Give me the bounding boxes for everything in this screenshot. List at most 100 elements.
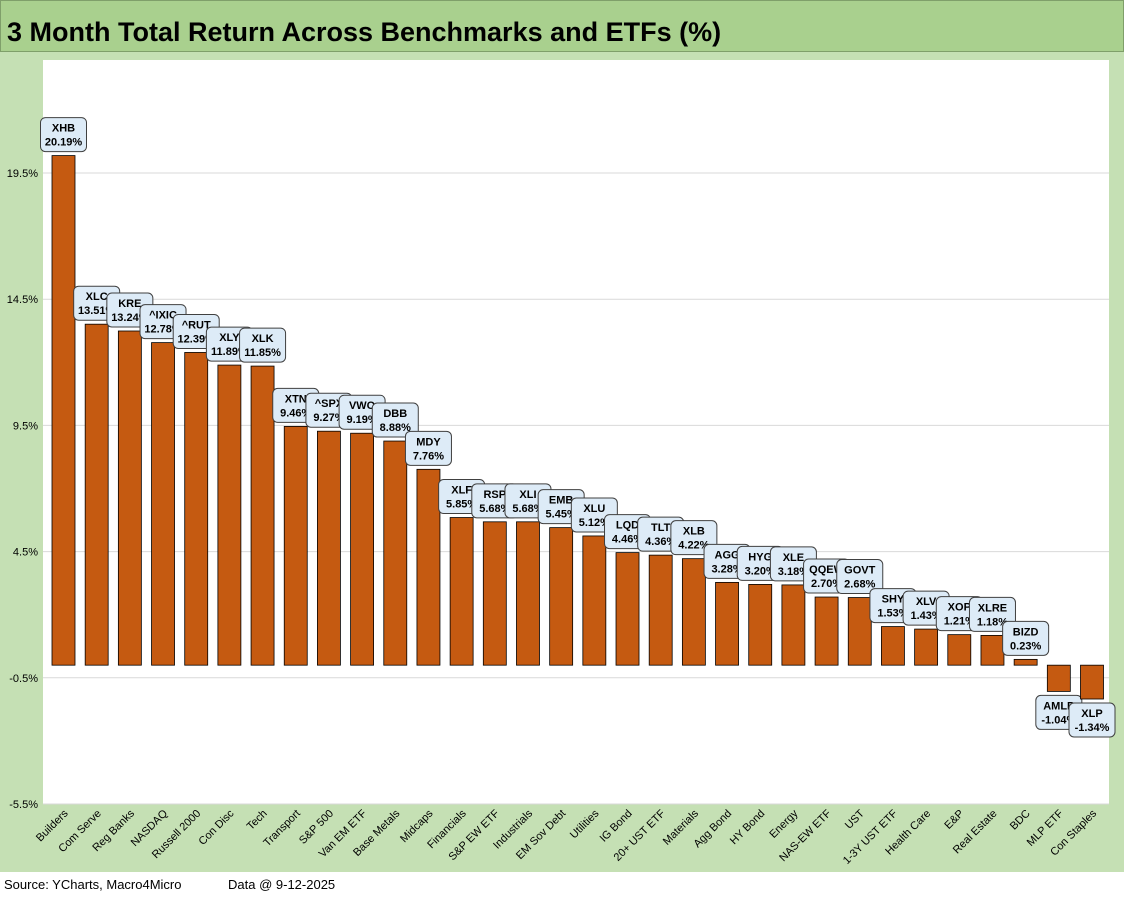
data-label: 5.85% bbox=[446, 499, 477, 511]
source-note: Source: YCharts, Macro4Micro bbox=[4, 877, 182, 892]
x-tick-label: Con Disc bbox=[196, 807, 236, 847]
data-label: 4.36% bbox=[645, 536, 676, 548]
data-label: 3.18% bbox=[778, 566, 809, 578]
ticker-label: XLY bbox=[219, 332, 240, 344]
ticker-label: ^IXIC bbox=[149, 310, 177, 322]
bar bbox=[1046, 664, 1071, 692]
data-label: 4.46% bbox=[612, 534, 643, 546]
x-tick-label: UST bbox=[843, 807, 867, 831]
data-label: 5.12% bbox=[579, 517, 610, 529]
bar bbox=[914, 628, 939, 666]
bar bbox=[383, 440, 408, 666]
bar bbox=[847, 597, 872, 666]
bar bbox=[317, 430, 341, 666]
ticker-label: XLB bbox=[683, 526, 705, 538]
data-label: 9.27% bbox=[313, 412, 344, 424]
bar bbox=[416, 468, 441, 666]
data-label: 2.70% bbox=[811, 578, 842, 590]
y-tick-label: -5.5% bbox=[9, 799, 38, 811]
data-label: 5.68% bbox=[479, 503, 510, 515]
data-label-box bbox=[836, 559, 884, 595]
bar bbox=[715, 581, 739, 666]
ticker-label: BIZD bbox=[1013, 626, 1039, 638]
ticker-label: XLP bbox=[1081, 708, 1102, 720]
y-tick-label: 19.5% bbox=[7, 168, 38, 180]
ticker-label: AGG bbox=[715, 549, 740, 561]
data-label: 9.19% bbox=[346, 414, 377, 426]
x-tick-label: E&P bbox=[942, 808, 966, 832]
ticker-label: XLF bbox=[451, 485, 472, 497]
ticker-label: XLE bbox=[783, 552, 804, 564]
title-bar: 3 Month Total Return Across Benchmarks a… bbox=[0, 0, 1124, 52]
data-date-note: Data @ 9-12-2025 bbox=[228, 877, 336, 892]
ticker-label: XLRE bbox=[978, 602, 1007, 614]
bar bbox=[615, 552, 640, 666]
bar bbox=[549, 527, 574, 666]
ticker-label: TLT bbox=[651, 522, 671, 534]
ticker-label: GOVT bbox=[844, 565, 875, 577]
data-label: 20.19% bbox=[45, 137, 83, 149]
ticker-label: ^RUT bbox=[182, 319, 211, 331]
data-label: 1.43% bbox=[911, 610, 942, 622]
ticker-label: DBB bbox=[383, 408, 407, 420]
data-label-box bbox=[40, 117, 87, 153]
ticker-label: XLI bbox=[519, 489, 536, 501]
data-label: 3.20% bbox=[745, 565, 776, 577]
bar bbox=[84, 323, 109, 666]
ticker-label: XHB bbox=[52, 123, 75, 135]
ticker-label: EMB bbox=[549, 495, 574, 507]
ticker-label: MDY bbox=[416, 436, 441, 448]
data-label: 12.78% bbox=[144, 324, 182, 336]
data-label: -1.04% bbox=[1041, 714, 1076, 726]
x-tick-label: HY Bond bbox=[728, 808, 767, 847]
ticker-label: XOP bbox=[948, 602, 971, 614]
bar bbox=[482, 521, 507, 666]
bar bbox=[582, 535, 607, 666]
data-label-box bbox=[1002, 620, 1050, 656]
data-label-box bbox=[1068, 702, 1116, 738]
data-label: 12.39% bbox=[178, 333, 216, 345]
data-label-box bbox=[371, 402, 419, 438]
ticker-label: VWO bbox=[349, 400, 376, 412]
ticker-label: SHY bbox=[882, 594, 905, 606]
data-label: 5.45% bbox=[546, 509, 577, 521]
bar bbox=[51, 155, 76, 666]
bar bbox=[881, 626, 905, 666]
ticker-label: KRE bbox=[118, 298, 141, 310]
y-tick-label: 9.5% bbox=[13, 420, 38, 432]
chart-title: 3 Month Total Return Across Benchmarks a… bbox=[7, 17, 722, 47]
y-tick-label: 14.5% bbox=[7, 294, 38, 306]
bar bbox=[151, 342, 175, 666]
ticker-label: XLU bbox=[583, 503, 605, 515]
bar bbox=[748, 584, 773, 666]
ticker-label: ^SPX bbox=[315, 398, 344, 410]
data-label: 0.23% bbox=[1010, 640, 1041, 652]
data-label: 13.51% bbox=[78, 305, 116, 317]
ticker-label: LQD bbox=[616, 520, 639, 532]
bar bbox=[947, 634, 972, 666]
bar bbox=[814, 596, 839, 666]
data-label: 1.18% bbox=[977, 616, 1008, 628]
ticker-label: XLV bbox=[916, 596, 937, 608]
data-label: 9.46% bbox=[280, 407, 311, 419]
bar bbox=[117, 330, 142, 666]
x-tick-label: Tech bbox=[245, 808, 270, 833]
ticker-label: AMLP bbox=[1043, 700, 1074, 712]
bar bbox=[648, 554, 673, 666]
data-label: 5.68% bbox=[512, 503, 543, 515]
data-label: 13.24% bbox=[111, 312, 149, 324]
y-tick-label: -0.5% bbox=[9, 673, 38, 685]
bar bbox=[217, 364, 242, 666]
data-label-box bbox=[239, 327, 287, 363]
ticker-label: QQEW bbox=[809, 564, 844, 576]
bar bbox=[980, 634, 1005, 666]
bar bbox=[1080, 664, 1104, 700]
y-tick-label: 4.5% bbox=[13, 547, 38, 559]
data-label: 1.53% bbox=[877, 608, 908, 620]
x-tick-label: BDC bbox=[1008, 808, 1033, 833]
data-label: 11.85% bbox=[244, 347, 281, 359]
ticker-label: XLC bbox=[86, 291, 108, 303]
ticker-label: XLK bbox=[252, 333, 274, 345]
